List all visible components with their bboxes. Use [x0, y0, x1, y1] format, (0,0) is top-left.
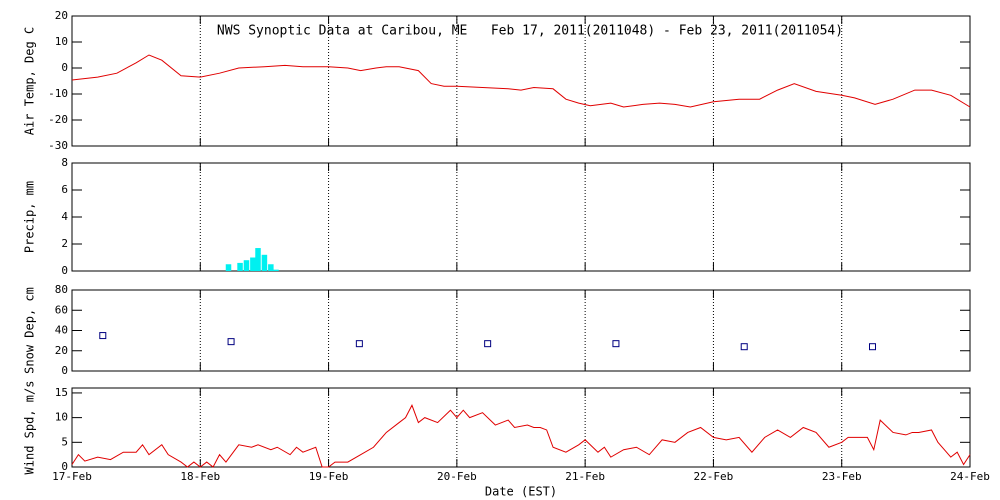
x-tick-label: 22-Feb	[694, 470, 734, 483]
chart-title: NWS Synoptic Data at Caribou, ME Feb 17,…	[217, 24, 843, 39]
plot-frame	[71, 15, 971, 147]
y-tick-label: 4	[61, 210, 68, 223]
bar	[225, 264, 232, 271]
x-tick-label: 21-Feb	[565, 470, 605, 483]
point	[99, 332, 107, 340]
bar	[237, 262, 243, 271]
y-tick-label: 10	[55, 35, 68, 48]
y-tick-label: -10	[48, 87, 68, 100]
point	[484, 340, 492, 348]
y-tick-label: 20	[55, 9, 68, 22]
y-tick-label: -20	[48, 113, 68, 126]
y-axis-label: Precip, mm	[23, 181, 37, 253]
x-tick-label: 17-Feb	[52, 470, 92, 483]
y-tick-label: 0	[61, 61, 68, 74]
data-line	[71, 54, 971, 108]
y-tick-label: 10	[55, 411, 68, 424]
y-tick-label: 0	[61, 364, 68, 377]
point	[355, 340, 363, 348]
y-axis-label: Wind Spd, m/s	[23, 381, 37, 475]
y-tick-label: 20	[55, 344, 68, 357]
y-tick-label: 6	[61, 183, 68, 196]
plot-frame	[71, 162, 971, 272]
y-tick-label: 8	[61, 156, 68, 169]
x-tick-label: 19-Feb	[309, 470, 349, 483]
y-tick-label: 0	[61, 264, 68, 277]
plot-frame	[71, 289, 971, 372]
point	[869, 343, 877, 351]
point	[227, 338, 235, 346]
bar	[255, 248, 261, 271]
y-tick-label: 5	[61, 435, 68, 448]
y-tick-label: 80	[55, 283, 68, 296]
y-tick-label: 0	[61, 460, 68, 473]
y-tick-label: 60	[55, 303, 68, 316]
bar	[261, 254, 268, 271]
plot-frame	[71, 387, 971, 468]
bar	[243, 260, 250, 271]
x-tick-label: 24-Feb	[950, 470, 990, 483]
y-tick-label: 15	[55, 386, 68, 399]
bar	[268, 264, 274, 271]
y-axis-label: Air Temp, Deg C	[23, 27, 37, 135]
point	[740, 343, 748, 351]
data-line	[71, 404, 971, 468]
x-axis-label: Date (EST)	[485, 485, 557, 499]
y-tick-label: -30	[48, 139, 68, 152]
x-tick-label: 18-Feb	[180, 470, 220, 483]
x-tick-label: 20-Feb	[437, 470, 477, 483]
bar	[273, 269, 279, 271]
x-tick-label: 23-Feb	[822, 470, 862, 483]
point	[612, 340, 620, 348]
y-axis-label: Snow Dep, cm	[23, 287, 37, 374]
y-tick-label: 40	[55, 324, 68, 337]
y-tick-label: 2	[61, 237, 68, 250]
bar	[250, 257, 256, 271]
